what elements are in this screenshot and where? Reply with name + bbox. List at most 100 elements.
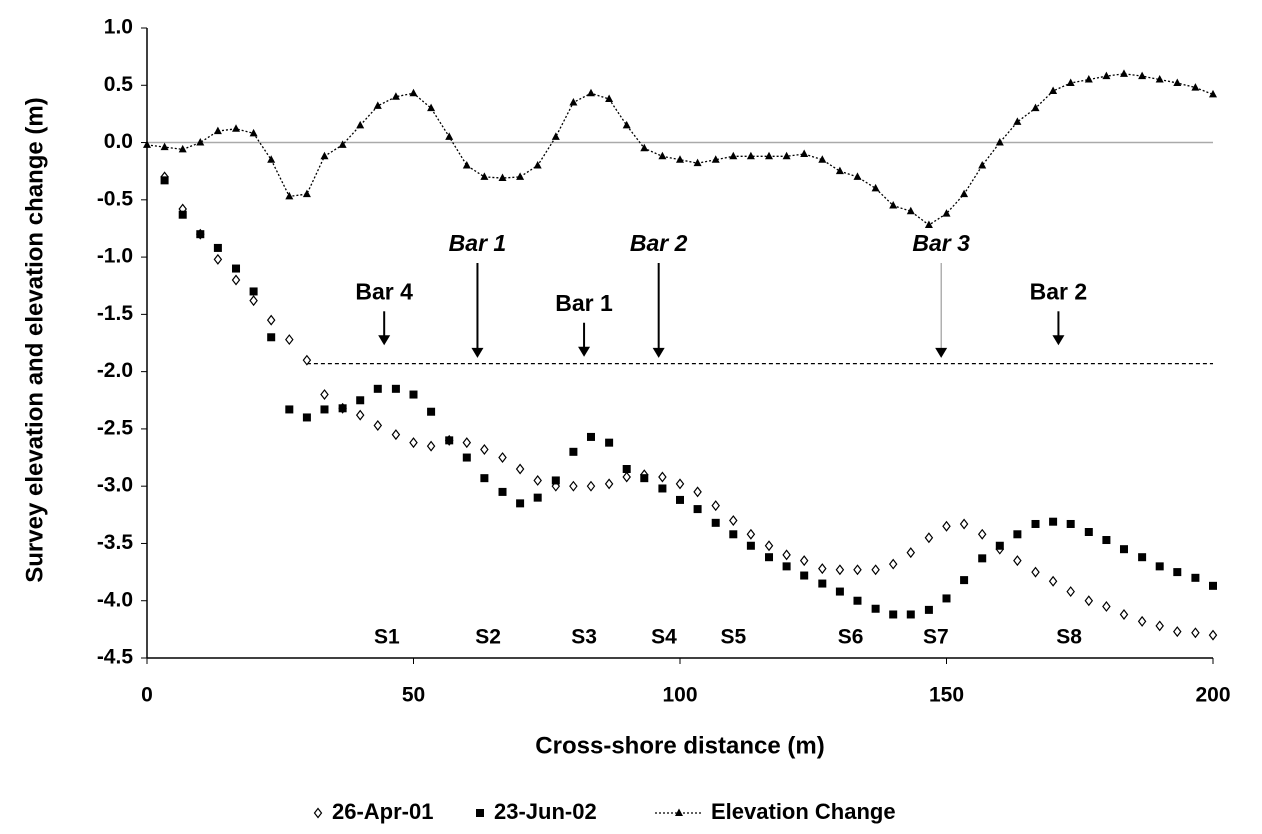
arrow-head (378, 335, 391, 346)
legend-marker (313, 807, 323, 819)
data-point (1102, 536, 1111, 545)
annotation: Bar 3 (912, 230, 970, 256)
data-point (906, 610, 915, 619)
data-point (302, 413, 311, 422)
legend-label: 23-Jun-02 (494, 799, 597, 824)
data-point (196, 230, 205, 239)
data-point (1049, 517, 1058, 526)
data-point (533, 493, 542, 502)
data-point (569, 447, 578, 456)
data-point (586, 432, 595, 441)
data-point (480, 474, 489, 483)
data-point (676, 495, 684, 504)
data-point (320, 405, 329, 414)
section-label: S5 (720, 626, 746, 649)
data-point (533, 474, 542, 486)
data-point (462, 453, 471, 462)
data-point (693, 505, 702, 514)
data-point (586, 88, 595, 97)
data-point (1013, 117, 1022, 125)
data-point (160, 176, 169, 185)
data-point (675, 478, 685, 490)
x-tick-label: 150 (929, 684, 964, 707)
y-tick-label: -4.0 (97, 588, 133, 611)
section-label: S1 (374, 626, 400, 649)
data-point (427, 103, 436, 112)
data-point (409, 437, 418, 449)
data-point (1173, 626, 1182, 638)
data-point (924, 220, 933, 229)
annotation: Bar 1 (555, 290, 613, 316)
data-point (800, 571, 809, 580)
data-point (373, 419, 383, 431)
section-label: S2 (475, 626, 501, 649)
data-point (1119, 608, 1129, 620)
data-point (658, 151, 667, 160)
annotation: Bar 4 (355, 278, 413, 304)
data-point (1049, 86, 1058, 94)
annotation: Bar 1 (449, 230, 507, 256)
data-point (1066, 78, 1075, 86)
data-point (480, 444, 489, 456)
data-point (693, 158, 702, 167)
data-point (1138, 553, 1147, 562)
data-point (924, 532, 934, 544)
arrow-head (471, 347, 484, 358)
section-label: S4 (651, 626, 677, 649)
data-point (1173, 78, 1182, 86)
section-label: S6 (838, 626, 864, 649)
data-point (533, 160, 542, 169)
data-point (1119, 69, 1128, 77)
series-line (146, 73, 1214, 226)
x-tick-label: 200 (1195, 684, 1230, 707)
data-point (889, 201, 898, 209)
y-tick-label: -2.5 (97, 416, 134, 439)
data-point (373, 101, 382, 109)
data-point (978, 554, 987, 563)
data-point (249, 128, 258, 137)
data-point (942, 594, 951, 603)
data-point (1191, 573, 1200, 582)
legend-marker (476, 809, 484, 817)
data-point (1191, 627, 1200, 639)
data-point (1102, 600, 1111, 612)
arrow-head (652, 347, 665, 358)
data-point (551, 132, 560, 140)
data-point (729, 151, 738, 160)
data-point (658, 471, 667, 483)
data-point (978, 160, 987, 169)
data-point (800, 149, 809, 157)
data-point (604, 478, 614, 490)
data-point (409, 88, 418, 97)
data-point (835, 587, 844, 596)
data-point (746, 541, 755, 550)
data-point (942, 209, 951, 217)
data-point (605, 438, 614, 447)
data-point (1191, 83, 1200, 91)
data-point (711, 155, 720, 163)
data-point (427, 407, 436, 416)
data-point (462, 160, 471, 169)
y-tick-label: -1.5 (97, 302, 134, 325)
y-tick-label: 1.0 (104, 16, 133, 39)
data-point (320, 389, 329, 401)
data-point (818, 579, 827, 588)
data-point (693, 486, 702, 498)
data-point (196, 138, 205, 146)
data-point (995, 541, 1004, 550)
data-point (764, 540, 774, 552)
data-point (1013, 555, 1022, 567)
y-tick-label: 0.0 (104, 130, 133, 153)
data-point (231, 274, 241, 286)
data-point (782, 151, 791, 160)
data-point (1084, 595, 1094, 607)
data-point (498, 487, 507, 496)
data-point (569, 97, 578, 106)
data-point (1031, 566, 1040, 578)
data-point (818, 155, 827, 163)
data-point (711, 518, 720, 527)
data-point (426, 440, 436, 452)
data-point (285, 405, 294, 414)
data-point (977, 528, 987, 540)
data-point (853, 564, 862, 576)
